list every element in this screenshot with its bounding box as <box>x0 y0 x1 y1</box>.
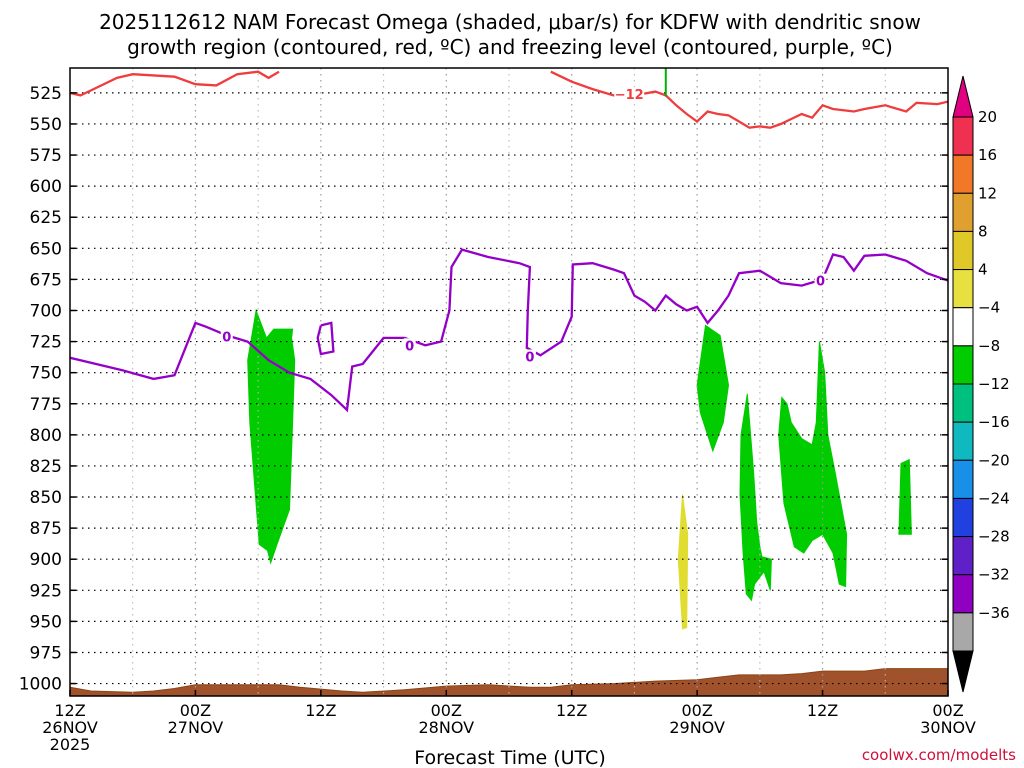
x-tick-label-36-0: 00Z <box>431 701 462 720</box>
plot-area <box>70 68 948 696</box>
x-tick-label-48-0: 12Z <box>556 701 587 720</box>
x-tick-label-84-0: 00Z <box>932 701 963 720</box>
terrain-fill <box>69 668 949 697</box>
colorbar-swatch-3 <box>952 230 974 271</box>
y-tick-label-600: 600 <box>30 177 62 197</box>
y-tick-label-875: 875 <box>30 519 62 539</box>
colorbar-label-3: 8 <box>978 222 988 240</box>
contours: 0 0 0 0 −12 <box>70 68 948 413</box>
colorbar-top-arrow <box>952 75 974 118</box>
x-tick-label-36-1: 28NOV <box>418 718 474 737</box>
omega-shading <box>247 308 912 630</box>
freezing-level-small-loop <box>316 321 335 356</box>
freezing-contour-label-1: 0 <box>405 339 414 354</box>
colorbar-swatch-10 <box>952 497 974 538</box>
colorbar-bottom-arrow <box>952 650 974 693</box>
colorbar-label-1: 16 <box>978 146 997 164</box>
y-tick-label-625: 625 <box>30 208 62 228</box>
chart-title-line2: growth region (contoured, red, ºC) and f… <box>127 35 893 59</box>
dgz-contour-left <box>70 70 280 97</box>
colorbar-swatch-9 <box>952 459 974 499</box>
y-tick-label-825: 825 <box>30 457 62 477</box>
colorbar-label-9: −20 <box>978 451 1010 469</box>
x-tick-label-60-1: 29NOV <box>669 718 725 737</box>
omega-region-1 <box>696 324 730 453</box>
freezing-label-bg-3 <box>814 273 827 288</box>
dgz-contour-label: −12 <box>615 88 644 103</box>
x-tick-label-0-2: 2025 <box>50 735 91 754</box>
y-tick-label-675: 675 <box>30 270 62 290</box>
freezing-label-bg-2 <box>523 349 536 364</box>
colorbar-swatch-2 <box>952 192 974 232</box>
y-tick-label-750: 750 <box>30 364 62 384</box>
omega-region-5 <box>677 494 689 630</box>
freezing-contour-label-2: 0 <box>525 351 534 366</box>
x-tick-label-12-1: 27NOV <box>168 718 224 737</box>
x-axis-title: Forecast Time (UTC) <box>414 747 605 768</box>
x-tick-label-60-0: 00Z <box>681 701 712 720</box>
terrain-area <box>69 668 949 697</box>
colorbar-label-13: −36 <box>978 604 1010 622</box>
freezing-level-contour <box>70 248 948 413</box>
colorbar-swatch-13 <box>952 612 974 652</box>
x-tick-label-12-0: 00Z <box>180 701 211 720</box>
x-tick-label-0-0: 12Z <box>54 701 85 720</box>
credit-text: coolwx.com/modelts <box>862 746 1016 764</box>
omega-region-3 <box>778 341 848 588</box>
colorbar: 20 16 12 8 4 −4 −8 −12 −16 −20 −24 −28 −32 −36 <box>952 75 1010 693</box>
colorbar-label-8: −16 <box>978 413 1010 431</box>
x-tick-label-72-0: 12Z <box>807 701 838 720</box>
colorbar-swatch-1 <box>952 154 974 194</box>
y-tick-label-525: 525 <box>30 84 62 104</box>
plot-frame <box>69 67 949 697</box>
colorbar-swatch-0 <box>952 116 974 156</box>
colorbar-swatch-4 <box>952 269 974 309</box>
colorbar-label-11: −28 <box>978 528 1010 546</box>
y-tick-label-850: 850 <box>30 488 62 508</box>
colorbar-label-4: 4 <box>978 261 988 279</box>
omega-region-0 <box>247 308 296 565</box>
y-tick-label-800: 800 <box>30 426 62 446</box>
colorbar-label-2: 12 <box>978 184 997 202</box>
colorbar-swatch-6 <box>952 345 974 385</box>
colorbar-swatch-11 <box>952 536 974 576</box>
x-tick-label-0-1: 26NOV <box>42 718 98 737</box>
freezing-label-bg-1 <box>403 338 416 353</box>
y-tick-label-725: 725 <box>30 333 62 353</box>
colorbar-label-6: −8 <box>978 337 1000 355</box>
x-tick-label-24-0: 12Z <box>305 701 336 720</box>
y-tick-label-950: 950 <box>30 612 62 632</box>
y-tick-label-925: 925 <box>30 581 62 601</box>
colorbar-swatch-12 <box>952 574 974 614</box>
colorbar-label-5: −4 <box>978 299 1000 317</box>
plot-background <box>70 68 948 696</box>
y-tick-label-650: 650 <box>30 239 62 259</box>
x-tick-label-84-1: 30NOV <box>920 718 976 737</box>
y-tick-label-575: 575 <box>30 146 62 166</box>
colorbar-swatch-8 <box>952 421 974 461</box>
colorbar-label-7: −12 <box>978 375 1010 393</box>
colorbar-swatch-5 <box>952 307 974 347</box>
freezing-contour-label-0: 0 <box>222 331 231 346</box>
y-tick-label-900: 900 <box>30 550 62 570</box>
freezing-contour-label-3: 0 <box>816 275 825 290</box>
grid-lines <box>70 68 948 696</box>
colorbar-label-12: −32 <box>978 566 1010 584</box>
dgz-contour-right <box>550 70 948 129</box>
omega-region-2 <box>739 393 772 602</box>
axes: 525 550 575 600 625 650 675 700 725 750 775 800 825 8… <box>19 67 976 754</box>
colorbar-label-0: 20 <box>978 108 997 126</box>
y-tick-label-975: 975 <box>30 643 62 663</box>
y-tick-label-700: 700 <box>30 301 62 321</box>
colorbar-swatch-7 <box>952 383 974 423</box>
y-tick-label-1000: 1000 <box>19 675 62 695</box>
colorbar-label-10: −24 <box>978 489 1010 507</box>
freezing-label-bg-0 <box>220 329 233 344</box>
chart-title-line1: 2025112612 NAM Forecast Omega (shaded, μ… <box>99 10 921 34</box>
y-tick-label-550: 550 <box>30 115 62 135</box>
dgz-label-bg <box>614 87 645 102</box>
y-tick-label-775: 775 <box>30 395 62 415</box>
